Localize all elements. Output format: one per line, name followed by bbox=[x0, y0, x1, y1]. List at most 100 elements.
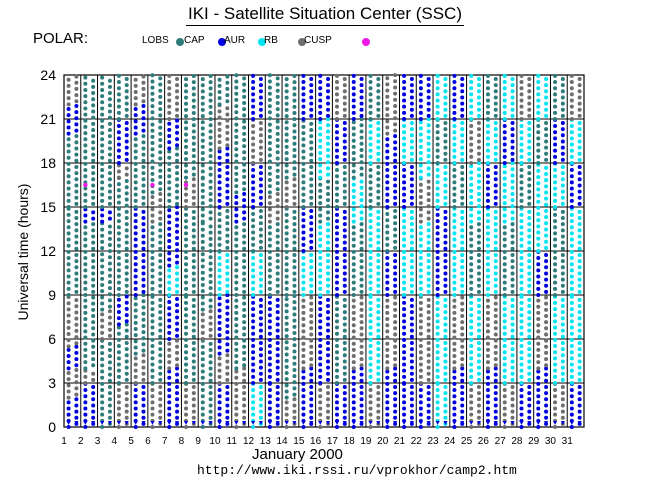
data-point-lobs bbox=[66, 268, 71, 273]
data-point-cap bbox=[502, 142, 507, 147]
data-point-aur bbox=[460, 283, 465, 288]
data-point-cap bbox=[175, 254, 180, 259]
data-point-rb bbox=[577, 107, 582, 112]
data-point-cap bbox=[393, 252, 398, 257]
data-point-lobs bbox=[342, 359, 347, 364]
data-point-lobs bbox=[150, 356, 155, 361]
data-point-cap bbox=[258, 316, 263, 321]
data-point-aur bbox=[443, 304, 448, 308]
data-point-aur bbox=[536, 224, 541, 229]
data-point-cap bbox=[175, 409, 180, 414]
data-point-lobs bbox=[267, 97, 272, 102]
data-point-aur bbox=[326, 289, 331, 294]
data-point-rb bbox=[284, 205, 289, 209]
data-point-rb bbox=[476, 409, 481, 414]
data-point-cap bbox=[409, 365, 414, 370]
data-point-cap bbox=[393, 259, 398, 264]
data-point-lobs bbox=[91, 91, 96, 96]
data-point-aur bbox=[469, 219, 474, 224]
data-point-cap bbox=[167, 134, 172, 139]
data-point-cap bbox=[402, 307, 407, 312]
data-point-lobs bbox=[150, 243, 155, 248]
data-point-lobs bbox=[258, 245, 263, 250]
column-end-marker bbox=[544, 421, 549, 425]
data-point-cap bbox=[351, 406, 356, 411]
data-point-aur bbox=[553, 168, 558, 173]
data-point-aur bbox=[443, 95, 448, 100]
data-point-rb bbox=[376, 415, 381, 420]
data-point-lobs bbox=[83, 347, 88, 352]
data-point-cap bbox=[326, 304, 331, 308]
data-point-aur bbox=[368, 319, 373, 324]
data-point-rb bbox=[342, 89, 347, 94]
data-point-aur bbox=[510, 185, 515, 190]
data-point-lobs bbox=[124, 234, 129, 239]
data-point-cap bbox=[217, 425, 222, 429]
data-point-cap bbox=[258, 76, 263, 81]
data-point-cap bbox=[301, 92, 306, 97]
data-point-cap bbox=[460, 415, 465, 420]
data-point-lobs bbox=[301, 180, 306, 185]
data-point-lobs bbox=[536, 142, 541, 147]
data-point-lobs bbox=[208, 80, 213, 85]
data-point-aur bbox=[527, 127, 532, 132]
data-point-lobs bbox=[100, 270, 105, 275]
data-point-lobs bbox=[141, 336, 146, 341]
data-point-cap bbox=[393, 201, 398, 206]
data-point-rb bbox=[217, 368, 222, 373]
data-point-lobs bbox=[200, 276, 205, 281]
x-tick-label: 3 bbox=[95, 436, 101, 447]
data-point-cap bbox=[251, 73, 256, 78]
data-point-aur bbox=[544, 227, 549, 232]
data-point-rb bbox=[493, 332, 498, 337]
data-point-cap bbox=[569, 174, 574, 179]
data-point-rb bbox=[167, 73, 172, 78]
data-point-lobs bbox=[275, 107, 280, 112]
data-point-rb bbox=[133, 374, 138, 379]
data-point-lobs bbox=[83, 341, 88, 346]
data-point-aur bbox=[577, 371, 582, 376]
data-point-lobs bbox=[476, 289, 481, 294]
data-point-aur bbox=[435, 168, 440, 173]
data-point-lobs bbox=[502, 268, 507, 273]
data-point-aur bbox=[225, 289, 230, 294]
data-point-rb bbox=[116, 400, 121, 405]
data-point-cap bbox=[409, 397, 414, 402]
data-point-lobs bbox=[124, 179, 129, 184]
data-point-rb bbox=[485, 329, 490, 334]
data-point-lobs bbox=[275, 119, 280, 124]
data-point-lobs bbox=[150, 171, 155, 176]
data-point-aur bbox=[527, 145, 532, 150]
data-point-lobs bbox=[91, 283, 96, 288]
data-point-cap bbox=[443, 271, 448, 276]
data-point-lobs bbox=[242, 320, 247, 325]
data-point-rb bbox=[191, 391, 196, 396]
data-point-rb bbox=[553, 425, 558, 429]
data-point-aur bbox=[519, 154, 524, 159]
data-point-lobs bbox=[91, 234, 96, 239]
data-point-lobs bbox=[284, 274, 289, 279]
data-point-rb bbox=[426, 316, 431, 321]
data-point-lobs bbox=[200, 270, 205, 275]
data-point-lobs bbox=[251, 249, 256, 253]
data-point-rb bbox=[242, 409, 247, 414]
data-point-cap bbox=[435, 219, 440, 224]
data-point-lobs bbox=[133, 149, 138, 154]
data-point-aur bbox=[435, 92, 440, 97]
data-point-lobs bbox=[527, 177, 532, 182]
data-point-lobs bbox=[116, 243, 121, 248]
data-point-lobs bbox=[284, 169, 289, 174]
data-point-aur bbox=[443, 409, 448, 414]
data-point-lobs bbox=[217, 236, 222, 241]
data-point-cap bbox=[217, 345, 222, 350]
data-point-aur bbox=[409, 277, 414, 282]
data-point-lobs bbox=[553, 249, 558, 254]
data-point-rb bbox=[376, 409, 381, 414]
data-point-lobs bbox=[342, 201, 347, 206]
data-point-lobs bbox=[184, 374, 189, 379]
data-point-aur bbox=[326, 259, 331, 264]
x-tick-label: 21 bbox=[394, 436, 406, 447]
data-point-cap bbox=[536, 381, 541, 386]
data-point-rb bbox=[351, 317, 356, 322]
data-point-aur bbox=[318, 144, 323, 149]
